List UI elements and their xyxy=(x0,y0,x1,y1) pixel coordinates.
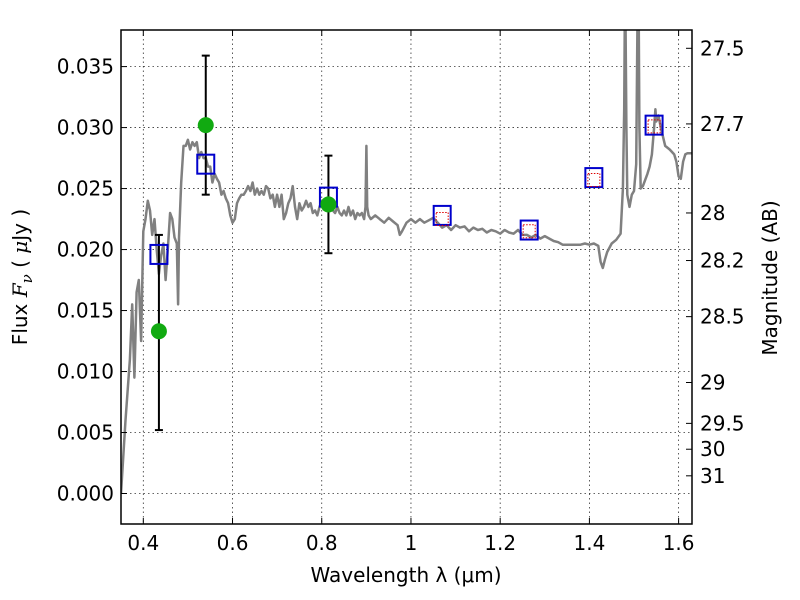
right-tick-label: 28.5 xyxy=(700,305,745,329)
x-tick-label: 1.6 xyxy=(663,531,695,555)
y-axis-label: Flux Fν ( μJy ) xyxy=(8,209,36,345)
right-tick-label: 27.5 xyxy=(700,36,745,60)
model-flux-square xyxy=(519,219,539,241)
y-axis-label-part: Flux xyxy=(8,297,32,345)
y-tick-label: 0.025 xyxy=(57,177,114,201)
y-tick-label: 0.020 xyxy=(57,238,114,262)
y-axis-label-part: μ xyxy=(8,241,32,254)
y-axis-label-part: F xyxy=(8,282,32,298)
x-tick-label: 0.6 xyxy=(217,531,249,555)
right-tick-label: 29.5 xyxy=(700,411,745,435)
right-tick-label: 29 xyxy=(700,371,725,395)
y-tick-label: 0.000 xyxy=(57,482,114,506)
model-flux-square xyxy=(584,167,604,189)
red-flux-square xyxy=(522,224,536,239)
red-flux-square xyxy=(647,119,661,134)
right-tick-label: 28.2 xyxy=(700,249,745,273)
y-tick-label: 0.005 xyxy=(57,421,114,445)
x-tick-label: 1.2 xyxy=(484,531,516,555)
right-tick-label: 31 xyxy=(700,464,725,488)
axes: 0.4 0.6 0.8 1 1.2 1.4 1.6 0.000 0.005 0.010 0.015 0… xyxy=(57,30,745,555)
model-flux-square xyxy=(196,153,216,175)
y-tick-label: 0.015 xyxy=(57,299,114,323)
x-tick-label: 1 xyxy=(405,531,418,555)
y-tick-label: 0.010 xyxy=(57,360,114,384)
observed-flux-point xyxy=(197,117,214,134)
right-tick-label: 30 xyxy=(700,437,725,461)
plot-frame xyxy=(120,29,693,525)
observed-flux-point xyxy=(150,323,167,340)
right-axis-label: Magnitude (AB) xyxy=(758,200,782,355)
spectrum-line xyxy=(121,30,692,494)
x-tick-label: 0.8 xyxy=(306,531,338,555)
grid xyxy=(121,30,692,524)
right-tick-label: 28 xyxy=(700,201,725,225)
y-tick-label: 0.035 xyxy=(57,55,114,79)
y-axis-label-part: ν xyxy=(18,274,36,283)
observed-flux-point xyxy=(320,196,337,213)
plot-data xyxy=(121,30,692,494)
red-flux-square xyxy=(587,173,601,188)
x-tick-label: 1.4 xyxy=(573,531,605,555)
x-tick-label: 0.4 xyxy=(127,531,159,555)
right-tick-label: 27.7 xyxy=(700,112,745,136)
x-axis-label: Wavelength λ (μm) xyxy=(310,563,501,587)
y-axis-label-part: ( xyxy=(8,254,32,275)
y-axis-label-part: Jy ) xyxy=(8,209,32,243)
red-flux-square xyxy=(435,212,449,227)
model-flux-square xyxy=(644,114,664,136)
model-flux-square xyxy=(149,243,169,265)
y-tick-label: 0.030 xyxy=(57,116,114,140)
model-flux-square xyxy=(432,204,452,226)
